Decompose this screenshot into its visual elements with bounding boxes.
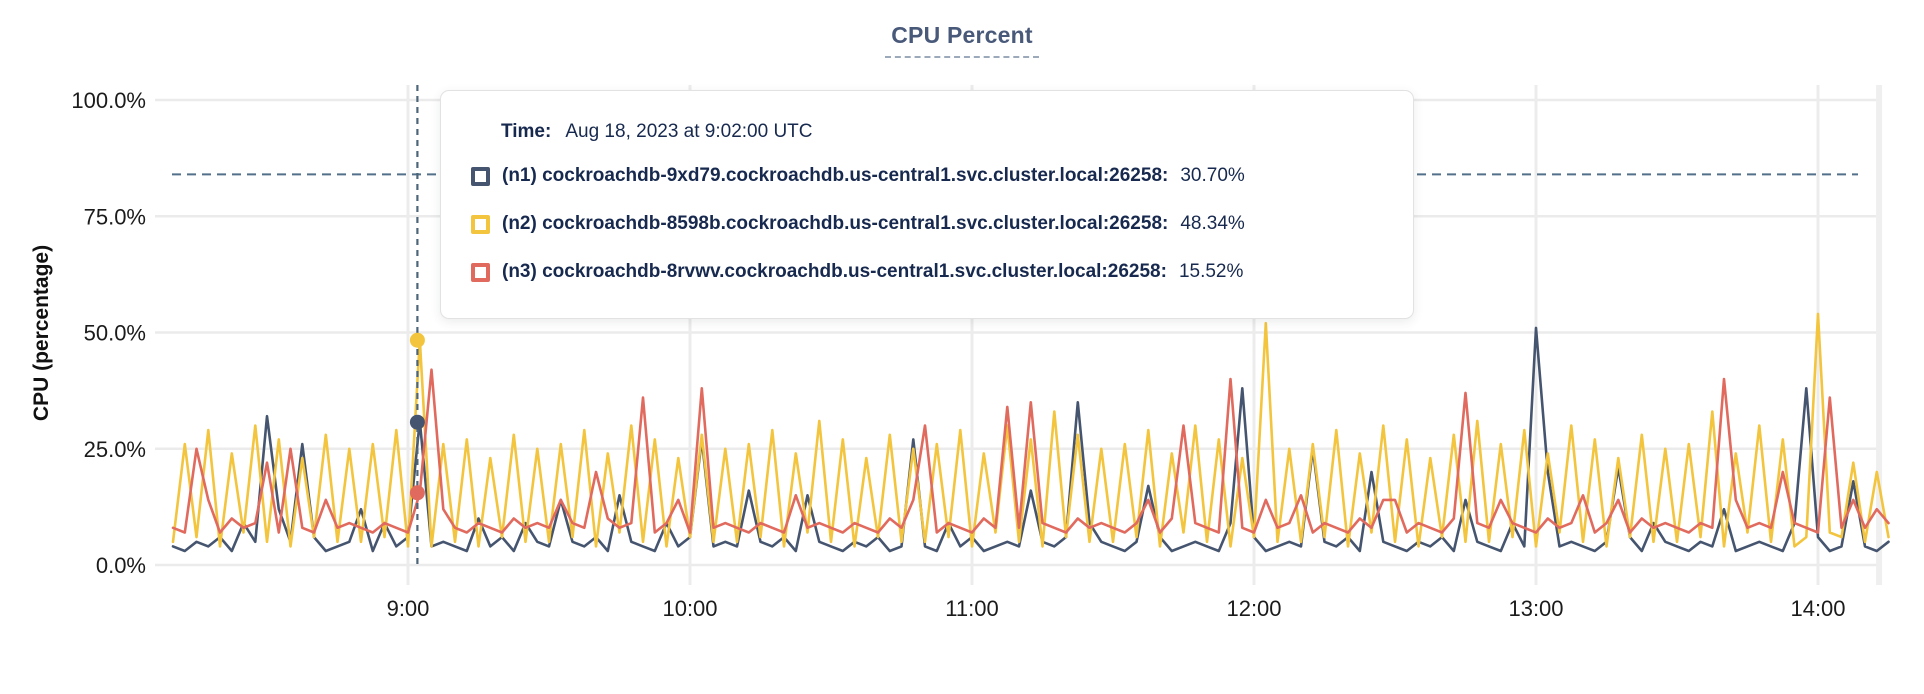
x-tick-label: 10:00 — [662, 596, 717, 621]
x-tick-label: 11:00 — [945, 596, 998, 621]
tooltip-row-n3: (n3) cockroachdb-8rvwv.cockroachdb.us-ce… — [471, 261, 1387, 283]
hover-dot-n3 — [409, 485, 425, 501]
series-line-n3[interactable] — [171, 368, 1890, 534]
tooltip-time-label: Time: — [501, 121, 552, 142]
tooltip-n1-value: 30.70% — [1180, 165, 1245, 186]
chart-title-wrap: CPU Percent — [0, 22, 1924, 58]
tooltip-n3-value: 15.52% — [1178, 261, 1244, 282]
y-tick-label: 100.0% — [71, 88, 146, 113]
series-line-n1[interactable] — [171, 326, 1890, 553]
y-tick-label: 75.0% — [84, 204, 146, 229]
series-n3-swatch-icon — [471, 262, 490, 282]
chart-title[interactable]: CPU Percent — [885, 22, 1039, 58]
y-tick-label: 25.0% — [84, 437, 146, 462]
hover-dot-n2 — [409, 332, 425, 348]
tooltip-row-n1: (n1) cockroachdb-9xd79.cockroachdb.us-ce… — [471, 165, 1387, 187]
tooltip-n2-label: (n2) cockroachdb-8598b.cockroachdb.us-ce… — [502, 213, 1169, 234]
y-tick-label: 50.0% — [84, 321, 146, 346]
tooltip-time-value: Aug 18, 2023 at 9:02:00 UTC — [565, 121, 813, 142]
tooltip-n2-value: 48.34% — [1180, 213, 1245, 234]
y-tick-label: 0.0% — [96, 553, 146, 578]
series-n1-swatch-icon — [471, 166, 490, 186]
x-tick-label: 14:00 — [1790, 596, 1845, 621]
series-line-n2[interactable] — [171, 312, 1890, 548]
hover-tooltip: Time: Aug 18, 2023 at 9:02:00 UTC (n1) co… — [440, 90, 1414, 319]
tooltip-n3-label: (n3) cockroachdb-8rvwv.cockroachdb.us-ce… — [502, 261, 1167, 282]
x-tick-label: 13:00 — [1508, 596, 1563, 621]
x-tick-label: 9:00 — [387, 596, 430, 621]
series-n2-swatch-icon — [471, 214, 490, 234]
x-tick-label: 12:00 — [1226, 596, 1281, 621]
tooltip-time-row: Time: Aug 18, 2023 at 9:02:00 UTC — [501, 121, 1387, 143]
tooltip-row-n2: (n2) cockroachdb-8598b.cockroachdb.us-ce… — [471, 213, 1387, 235]
hover-dot-n1 — [409, 414, 425, 430]
tooltip-n1-label: (n1) cockroachdb-9xd79.cockroachdb.us-ce… — [502, 165, 1169, 186]
